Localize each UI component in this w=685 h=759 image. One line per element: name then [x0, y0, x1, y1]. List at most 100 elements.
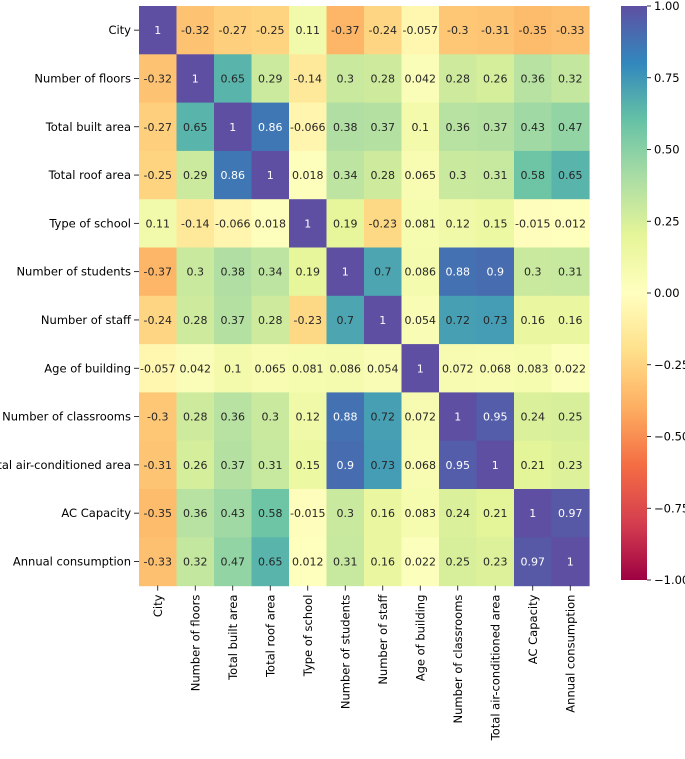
- heatmap-cell: [439, 102, 478, 152]
- cell-value-label: 0.72: [371, 411, 396, 424]
- cell-value-label: 1: [267, 169, 274, 182]
- column-label: City: [151, 594, 165, 617]
- heatmap-cell: [401, 247, 440, 297]
- cell-value-label: -0.37: [144, 266, 172, 279]
- cell-value-label: 0.43: [521, 121, 546, 134]
- cell-value-label: -0.066: [290, 121, 325, 134]
- heatmap-cell: [401, 102, 440, 152]
- heatmap-cell: [176, 102, 215, 152]
- colorbar-tick-label: −1.00: [654, 573, 685, 587]
- cell-value-label: 0.11: [146, 217, 171, 230]
- cell-value-label: 0.95: [446, 459, 471, 472]
- cell-value-label: 0.97: [558, 507, 583, 520]
- heatmap-cell: [514, 199, 553, 249]
- heatmap-cell: [439, 150, 478, 200]
- row-label: City: [108, 23, 131, 37]
- cell-value-label: 1: [304, 217, 311, 230]
- cell-value-label: 0.24: [446, 507, 471, 520]
- colorbar-tick-label: 0.00: [654, 286, 680, 300]
- cell-value-label: 0.068: [480, 362, 512, 375]
- heatmap-cell: [326, 199, 365, 249]
- row-label: Age of building: [44, 361, 131, 375]
- heatmap-cell: [176, 150, 215, 200]
- heatmap-cell: [401, 199, 440, 249]
- heatmap-cell: [476, 537, 515, 587]
- cell-value-label: 0.47: [558, 121, 583, 134]
- heatmap-cell: [401, 54, 440, 104]
- colorbar-tick-label: 0.25: [654, 214, 680, 228]
- cell-value-label: 0.28: [371, 72, 396, 85]
- cell-value-label: 0.086: [330, 362, 362, 375]
- heatmap-cell: [551, 392, 590, 442]
- heatmap-cell: [139, 6, 178, 55]
- heatmap-cell: [364, 54, 403, 104]
- heatmap-cell: [551, 247, 590, 297]
- cell-value-label: 0.38: [333, 121, 358, 134]
- heatmap-cell: [176, 537, 215, 587]
- cell-value-label: 0.34: [258, 266, 283, 279]
- heatmap-cells: [139, 6, 590, 587]
- cell-value-label: -0.24: [369, 24, 397, 37]
- heatmap-cell: [289, 440, 328, 490]
- heatmap-cell: [439, 537, 478, 587]
- heatmap-cell: [139, 489, 178, 538]
- row-label: Number of staff: [41, 313, 132, 327]
- cell-value-label: 0.16: [371, 507, 396, 520]
- heatmap-cell: [326, 247, 365, 297]
- heatmap-cell: [439, 199, 478, 249]
- cell-value-label: 0.19: [296, 266, 321, 279]
- y-axis-tick-labels: City Number of floors Total built area Tota…: [0, 23, 139, 568]
- heatmap-cell: [514, 295, 553, 345]
- cell-value-label: 0.16: [371, 555, 396, 568]
- heatmap-cell: [326, 102, 365, 152]
- heatmap-cell: [514, 102, 553, 152]
- heatmap-cell: [176, 6, 215, 55]
- heatmap-annotations: 1 -0.32 -0.27 -0.25 0.11 -0.37 -0.24 -0.057 -0.3…: [140, 24, 586, 568]
- heatmap-cell: [289, 150, 328, 200]
- heatmap-cell: [476, 199, 515, 249]
- heatmap-cell: [476, 440, 515, 490]
- column-label: AC Capacity: [526, 594, 540, 664]
- cell-value-label: 0.15: [483, 217, 508, 230]
- cell-value-label: 0.054: [405, 314, 437, 327]
- heatmap-cell: [364, 6, 403, 55]
- column-label: Age of building: [413, 595, 427, 682]
- cell-value-label: -0.32: [181, 24, 209, 37]
- cell-value-label: 0.28: [446, 72, 471, 85]
- cell-value-label: 0.36: [521, 72, 546, 85]
- heatmap-cell: [364, 102, 403, 152]
- cell-value-label: 0.018: [292, 169, 324, 182]
- heatmap-cell: [214, 440, 253, 490]
- cell-value-label: 0.21: [483, 507, 508, 520]
- heatmap-cell: [401, 150, 440, 200]
- cell-value-label: 0.28: [258, 314, 283, 327]
- heatmap-cell: [289, 537, 328, 587]
- heatmap-cell: [251, 54, 290, 104]
- cell-value-label: 0.042: [405, 72, 437, 85]
- heatmap-cell: [139, 54, 178, 104]
- cell-value-label: 0.25: [558, 411, 583, 424]
- cell-value-label: 0.26: [183, 459, 208, 472]
- cell-value-label: 0.11: [296, 24, 321, 37]
- cell-value-label: 1: [192, 72, 199, 85]
- heatmap-cell: [251, 489, 290, 538]
- cell-value-label: 0.65: [558, 169, 583, 182]
- heatmap-cell: [214, 54, 253, 104]
- heatmap-cell: [439, 54, 478, 104]
- cell-value-label: 0.65: [258, 555, 283, 568]
- cell-value-label: 0.065: [405, 169, 437, 182]
- cell-value-label: 0.72: [446, 314, 471, 327]
- cell-value-label: 0.73: [483, 314, 508, 327]
- cell-value-label: -0.14: [181, 217, 209, 230]
- heatmap-cell: [251, 344, 290, 393]
- cell-value-label: 0.7: [337, 314, 355, 327]
- cell-value-label: 1: [417, 362, 424, 375]
- cell-value-label: 0.29: [258, 72, 283, 85]
- heatmap-cell: [176, 54, 215, 104]
- cell-value-label: 0.65: [221, 72, 246, 85]
- cell-value-label: 0.16: [521, 314, 546, 327]
- cell-value-label: 0.065: [255, 362, 287, 375]
- heatmap-cell: [251, 199, 290, 249]
- heatmap-cell: [326, 537, 365, 587]
